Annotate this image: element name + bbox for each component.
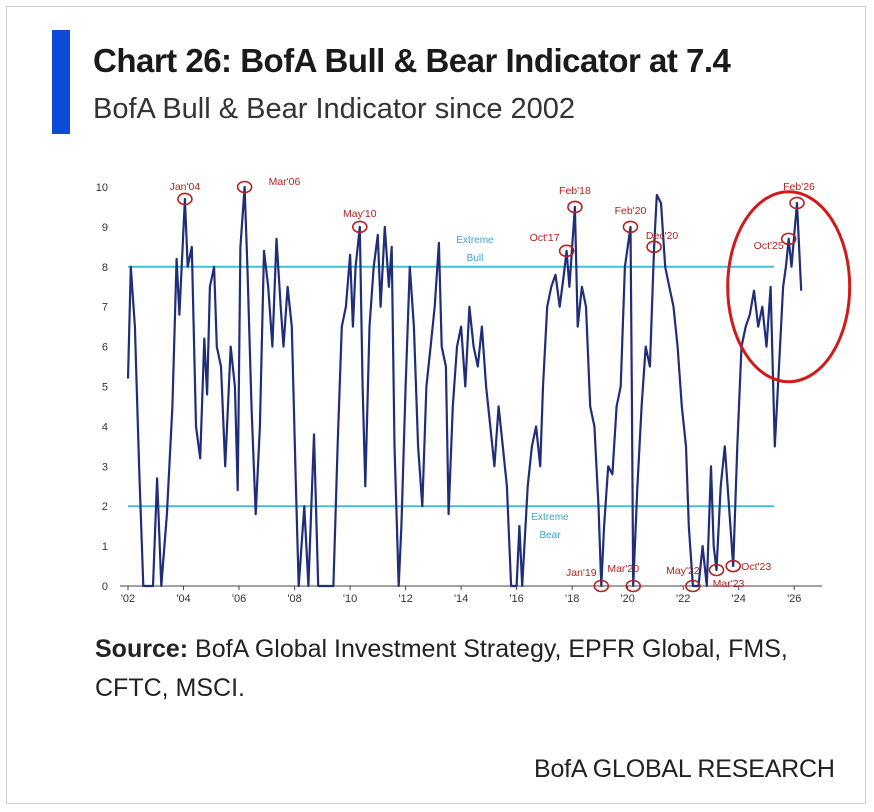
highlight-ellipse (726, 190, 852, 384)
y-tick-label: 2 (102, 501, 108, 513)
x-tick-label: '16 (509, 593, 523, 605)
series-line (126, 185, 803, 588)
annotation-marker (177, 192, 193, 206)
annotation-marker (593, 579, 610, 593)
x-tick-label: '12 (398, 593, 412, 605)
y-tick-label: 10 (96, 182, 108, 194)
y-tick-label: 3 (102, 461, 108, 473)
annotation-marker (708, 563, 725, 577)
annotation-marker (646, 240, 662, 254)
x-axis: '02 '04 '06 '08 '10 '12 '14 '16 '18 '20 '22 '24 '26 (120, 585, 822, 605)
source-label: Source: (95, 635, 189, 663)
annotation-label: May'22 (666, 565, 700, 577)
threshold-lines: Extreme Bull Extreme Bear (128, 235, 774, 541)
annotation-marker (558, 244, 575, 258)
x-tick-label: '10 (343, 593, 357, 605)
x-tick-label: '06 (232, 593, 246, 605)
y-axis: 0 1 2 3 4 5 6 7 8 9 10 (96, 182, 108, 593)
annotation-marker (622, 220, 639, 234)
annotation-label: Feb'18 (559, 185, 591, 197)
chart-subtitle: BofA Bull & Bear Indicator since 2002 (93, 93, 576, 125)
annotation-marker (567, 200, 583, 214)
x-tick-label: '02 (121, 593, 135, 605)
annotation-marker (351, 220, 368, 234)
annotation-marker (780, 232, 797, 246)
source-note: Source: BofA Global Investment Strategy,… (95, 630, 815, 708)
threshold-label: Extreme (531, 512, 569, 523)
annotations: Jan'04 Mar'06 May'10 Oct'17 Feb'18 Jan'19 Mar'… (170, 176, 815, 593)
annotation-label: Mar'06 (269, 176, 301, 188)
x-tick-label: '08 (287, 593, 301, 605)
y-tick-label: 8 (102, 262, 108, 274)
chart-card (6, 6, 866, 804)
chart-title: Chart 26: BofA Bull & Bear Indicator at … (93, 42, 731, 79)
annotation-label: Oct'17 (530, 232, 560, 244)
annotation-marker (725, 559, 741, 573)
threshold-label: Bear (539, 530, 561, 541)
y-tick-label: 4 (102, 421, 108, 433)
annotation-label: Oct'23 (741, 561, 771, 573)
x-tick-label: '04 (176, 593, 190, 605)
annotation-label: Oct'25 (754, 240, 784, 252)
y-tick-label: 6 (102, 342, 108, 354)
threshold-label: Bull (467, 253, 484, 264)
annotation-marker (685, 579, 701, 593)
y-tick-label: 5 (102, 382, 108, 394)
brand-footer: BofA GLOBAL RESEARCH (534, 755, 835, 783)
y-tick-label: 9 (102, 222, 108, 234)
x-tick-label: '20 (621, 593, 635, 605)
annotation-label: Feb'26 (783, 181, 815, 193)
x-tick-label: '22 (676, 593, 690, 605)
annotation-label: May'10 (343, 208, 377, 220)
annotation-marker (625, 579, 642, 593)
annotation-label: Dec'20 (646, 230, 679, 242)
annotation-label: Mar'23 (713, 578, 745, 590)
annotation-label: Jan'19 (566, 567, 597, 579)
y-tick-label: 7 (102, 302, 108, 314)
annotation-label: Mar'20 (607, 563, 639, 575)
y-tick-label: 0 (102, 581, 108, 593)
y-tick-label: 1 (102, 541, 108, 553)
x-tick-label: '26 (787, 593, 801, 605)
annotation-marker (789, 196, 805, 210)
threshold-label: Extreme (456, 235, 494, 246)
x-tick-label: '18 (565, 593, 579, 605)
annotation-label: Feb'20 (615, 205, 647, 217)
annotation-marker (236, 180, 253, 194)
annotation-label: Jan'04 (170, 181, 201, 193)
source-text: BofA Global Investment Strategy, EPFR Gl… (95, 635, 788, 702)
accent-bar (52, 30, 70, 134)
x-tick-label: '24 (732, 593, 746, 605)
x-tick-label: '14 (454, 593, 468, 605)
